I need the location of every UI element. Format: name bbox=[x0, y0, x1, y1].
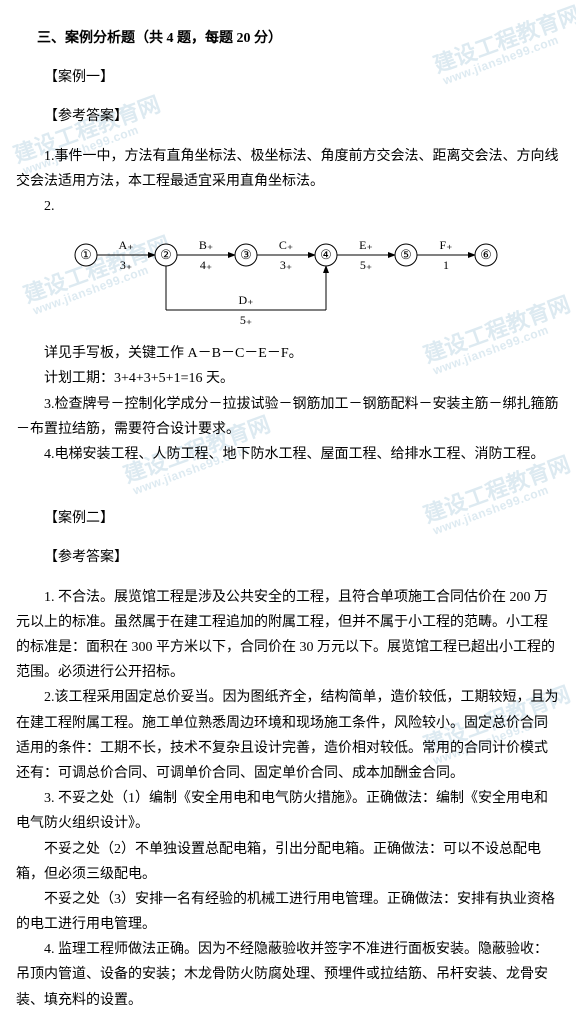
case2-p2: 2.该工程采用固定总价妥当。因为图纸齐全，结构简单，造价较低，工期较短，且为在建… bbox=[16, 685, 560, 786]
svg-text:E₊: E₊ bbox=[359, 238, 373, 252]
case1-answer-label: 【参考答案】 bbox=[16, 104, 560, 129]
svg-text:⑥: ⑥ bbox=[480, 247, 492, 262]
case1-p3: 详见手写板，关键工作 A－B－C－E－F。 bbox=[16, 341, 560, 366]
network-diagram: A₊ 3₊ B₊ 4₊ C₊ 3₊ E₊ 5₊ F₊ 1 D₊ 5₊ ① ② ③ ④ ⑤ ⑥ bbox=[56, 225, 560, 335]
case1-p6: 4.电梯安装工程、人防工程、地下防水工程、屋面工程、给排水工程、消防工程。 bbox=[16, 442, 560, 467]
svg-text:5₊: 5₊ bbox=[360, 258, 372, 272]
svg-text:F₊: F₊ bbox=[439, 238, 452, 252]
svg-text:⑤: ⑤ bbox=[400, 247, 412, 262]
svg-text:④: ④ bbox=[320, 247, 332, 262]
svg-text:①: ① bbox=[80, 247, 92, 262]
svg-text:D₊: D₊ bbox=[239, 293, 254, 307]
svg-text:③: ③ bbox=[240, 247, 252, 262]
case1-title: 【案例一】 bbox=[16, 65, 560, 90]
svg-text:C₊: C₊ bbox=[279, 238, 293, 252]
svg-text:B₊: B₊ bbox=[199, 238, 213, 252]
case1-p2-num: 2. bbox=[16, 194, 560, 219]
case1-p1: 1.事件一中，方法有直角坐标法、极坐标法、角度前方交会法、距离交会法、方向线交会… bbox=[16, 144, 560, 194]
case2-p5: 不妥之处（3）安排一名有经验的机械工进行用电管理。正确做法：安排有执业资格的电工… bbox=[16, 887, 560, 937]
case2-p6: 4. 监理工程师做法正确。因为不经隐蔽验收并签字不准进行面板安装。隐蔽验收：吊顶… bbox=[16, 937, 560, 1013]
svg-text:②: ② bbox=[160, 247, 172, 262]
section-heading: 三、案例分析题（共 4 题，每题 20 分） bbox=[16, 26, 560, 51]
svg-text:4₊: 4₊ bbox=[200, 258, 212, 272]
svg-text:5₊: 5₊ bbox=[240, 313, 252, 327]
case1-p4: 计划工期：3+4+3+5+1=16 天。 bbox=[16, 366, 560, 391]
svg-text:3₊: 3₊ bbox=[120, 258, 132, 272]
case2-answer-label: 【参考答案】 bbox=[16, 545, 560, 570]
case2-p4: 不妥之处（2）不单独设置总配电箱，引出分配电箱。正确做法：可以不设总配电箱，但必… bbox=[16, 837, 560, 887]
case2-title: 【案例二】 bbox=[16, 506, 560, 531]
svg-text:3₊: 3₊ bbox=[280, 258, 292, 272]
svg-text:A₊: A₊ bbox=[119, 238, 134, 252]
svg-text:1: 1 bbox=[443, 258, 449, 272]
case2-p3: 3. 不妥之处（1）编制《安全用电和电气防火措施》。正确做法：编制《安全用电和电… bbox=[16, 786, 560, 836]
case2-p1: 1. 不合法。展览馆工程是涉及公共安全的工程，且符合单项施工合同估价在 200 … bbox=[16, 585, 560, 686]
case1-p5: 3.检查牌号－控制化学成分－拉拔试验－钢筋加工－钢筋配料－安装主筋－绑扎箍筋－布… bbox=[16, 392, 560, 442]
